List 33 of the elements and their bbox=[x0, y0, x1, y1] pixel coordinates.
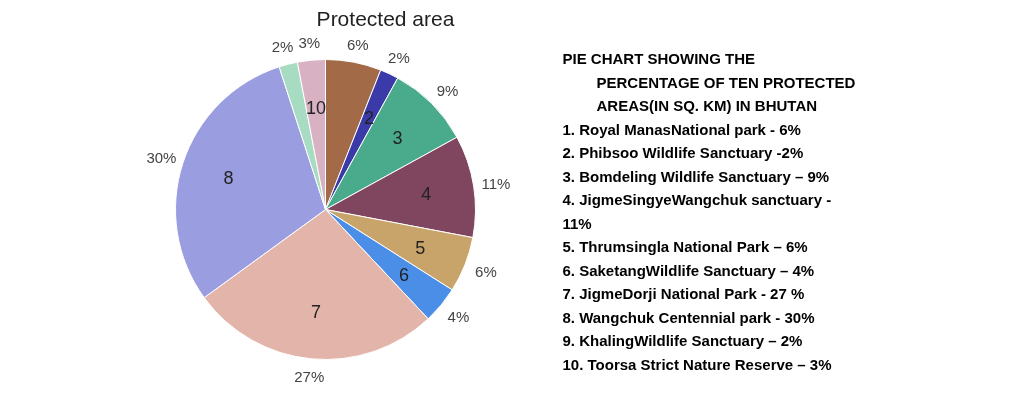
data-label: 11% bbox=[481, 174, 511, 192]
data-label: 27% bbox=[294, 368, 325, 386]
text: 10. Toorsa Strict Nature Reserve – 3% bbox=[562, 355, 832, 373]
data-label: 30% bbox=[146, 149, 177, 167]
text: PERCENTAGE OF TEN PROTECTED bbox=[596, 73, 856, 91]
text: PIE CHART SHOWING THE bbox=[562, 50, 756, 67]
slice-label: 4 bbox=[421, 184, 432, 205]
slice-label: 2 bbox=[363, 107, 374, 128]
data-label: 6% bbox=[475, 262, 497, 280]
text: 6. SaketangWildlife Sanctuary – 4% bbox=[562, 261, 815, 279]
text: 4. JigmeSingyeWangchuk sanctuary - bbox=[562, 191, 832, 208]
slice-label: 10 bbox=[305, 98, 326, 119]
data-label: 9% bbox=[436, 82, 459, 100]
slice-label: 5 bbox=[415, 237, 426, 258]
text: 8. Wangchuk Centennial park - 30% bbox=[562, 308, 815, 326]
data-label: 6% bbox=[346, 35, 369, 53]
text: 11% bbox=[562, 214, 592, 232]
data-label: 2% bbox=[388, 48, 410, 66]
text: 1. Royal ManasNational park - 6% bbox=[562, 120, 801, 138]
text: 5. Thrumsingla National Park – 6% bbox=[562, 238, 808, 255]
text: 7. JigmeDorji National Park - 27 % bbox=[562, 285, 805, 302]
text: 3. Bomdeling Wildlife Sanctuary – 9% bbox=[562, 167, 830, 185]
text: 9. KhalingWildlife Sanctuary – 2% bbox=[562, 332, 803, 349]
chart-title: Protected area bbox=[316, 7, 455, 30]
slice-label: 7 bbox=[310, 301, 321, 322]
slice-label: 3 bbox=[392, 127, 403, 148]
text: 2. Phibsoo Wildlife Sanctuary -2% bbox=[562, 144, 804, 161]
data-label: 3% bbox=[298, 33, 321, 51]
slice-label: 6 bbox=[399, 265, 410, 286]
data-label: 4% bbox=[447, 308, 470, 326]
data-label: 2% bbox=[271, 38, 294, 56]
slice-label: 8 bbox=[223, 168, 234, 189]
text: AREAS(IN SQ. KM) IN BHUTAN bbox=[596, 97, 818, 114]
